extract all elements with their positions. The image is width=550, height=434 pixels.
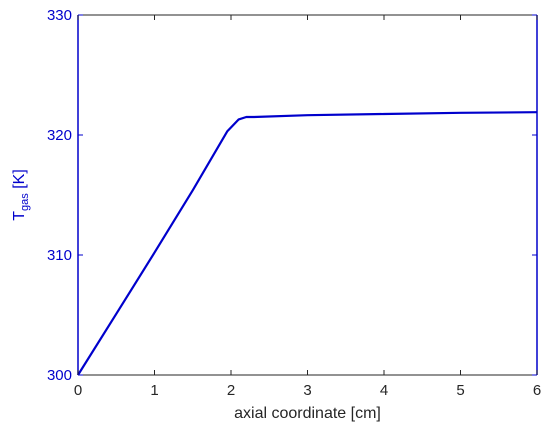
x-tick-label: 3 [303,382,311,399]
x-tick-label: 0 [74,382,82,399]
x-tick-label: 5 [456,382,464,399]
y-tick-label: 310 [47,247,72,264]
x-tick-label: 4 [380,382,388,399]
series-line [77,111,538,376]
y-axis-label-main: T [11,211,28,221]
plot-area [77,111,538,376]
y-tick-label: 330 [47,7,72,24]
y-axis-label: Tgas [K] [11,169,31,221]
y-tick-label: 320 [47,127,72,144]
x-tick-label: 6 [533,382,541,399]
x-axis-label: axial coordinate [cm] [234,405,381,422]
axes [77,14,538,376]
y-axis-label-unit: [K] [11,169,28,189]
tick-labels: 0 1 2 3 4 5 6 300 310 320 330 [47,7,541,399]
x-tick-label: 2 [227,382,235,399]
y-axis-label-subscript: gas [19,193,31,211]
y-tick-label: 300 [47,367,72,384]
x-tick-label: 1 [150,382,158,399]
